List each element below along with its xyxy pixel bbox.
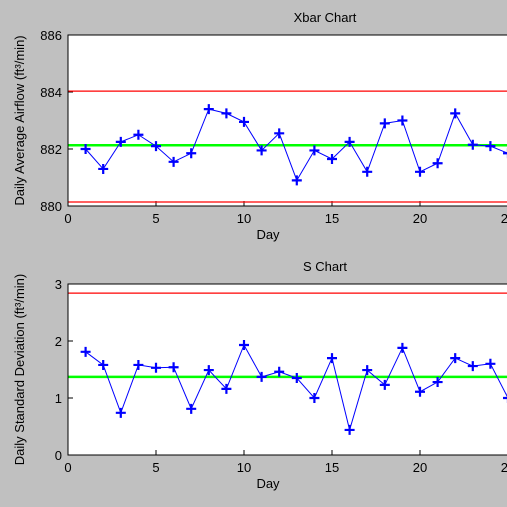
- data-marker: [221, 108, 232, 119]
- x-tick-label: 5: [152, 211, 159, 226]
- data-marker: [133, 359, 144, 370]
- chart-title: Xbar Chart: [294, 10, 357, 25]
- y-tick-label: 882: [40, 142, 62, 157]
- data-marker: [415, 166, 425, 177]
- x-tick-label: 10: [237, 460, 251, 475]
- data-marker: [344, 136, 355, 147]
- data-marker: [379, 379, 390, 390]
- axes-background: [68, 35, 507, 206]
- data-marker: [485, 358, 496, 369]
- data-marker: [203, 365, 214, 376]
- data-marker: [467, 139, 478, 150]
- data-marker: [274, 366, 285, 377]
- x-axis-label: Day: [256, 476, 280, 491]
- data-marker: [274, 128, 285, 139]
- x-tick-label: 10: [237, 211, 251, 226]
- data-marker: [221, 383, 232, 394]
- x-tick-label: 20: [413, 211, 427, 226]
- data-marker: [485, 141, 496, 152]
- x-tick-label: 0: [64, 211, 71, 226]
- data-marker: [503, 393, 507, 403]
- data-marker: [115, 407, 126, 418]
- x-tick-label: 20: [413, 460, 427, 475]
- data-marker: [291, 175, 302, 186]
- data-marker: [309, 145, 320, 156]
- data-marker: [256, 371, 267, 382]
- data-marker: [151, 362, 161, 373]
- y-tick-label: 2: [55, 334, 62, 349]
- data-marker: [98, 163, 109, 174]
- y-tick-label: 1: [55, 391, 62, 406]
- data-marker: [432, 377, 443, 388]
- y-tick-label: 3: [55, 277, 62, 292]
- data-marker: [379, 118, 390, 129]
- axes-frame: [67, 283, 507, 456]
- chart-title: S Chart: [303, 259, 347, 274]
- data-marker: [397, 342, 408, 353]
- x-tick-label: 5: [152, 460, 159, 475]
- data-marker: [239, 116, 249, 127]
- data-marker: [151, 141, 161, 152]
- y-tick-label: 880: [40, 199, 62, 214]
- data-marker: [327, 153, 337, 164]
- axes-frame: [67, 34, 507, 207]
- data-marker: [80, 346, 91, 357]
- data-marker: [327, 353, 337, 364]
- y-tick-label: 886: [40, 28, 62, 43]
- data-marker: [115, 136, 126, 147]
- x-tick-label: 25: [501, 460, 507, 475]
- data-marker: [432, 158, 443, 169]
- data-marker: [168, 156, 179, 167]
- data-marker: [415, 386, 425, 397]
- x-tick-label: 0: [64, 460, 71, 475]
- x-tick-label: 15: [325, 460, 339, 475]
- y-axis-label: Daily Standard Deviation (ft³/min): [12, 274, 27, 465]
- data-marker: [503, 148, 507, 159]
- x-tick-label: 15: [325, 211, 339, 226]
- data-marker: [344, 424, 355, 435]
- y-axis-label: Daily Average Airflow (ft³/min): [12, 35, 27, 205]
- data-marker: [98, 359, 109, 370]
- y-tick-label: 884: [40, 85, 62, 100]
- y-tick-label: 0: [55, 448, 62, 463]
- data-marker: [362, 166, 373, 177]
- data-marker: [362, 365, 373, 376]
- data-marker: [450, 108, 461, 119]
- data-marker: [256, 145, 267, 156]
- x-axis-label: Day: [256, 227, 280, 242]
- data-marker: [239, 339, 249, 350]
- data-marker: [133, 129, 144, 140]
- axes-background: [68, 284, 507, 455]
- data-marker: [309, 393, 320, 403]
- data-marker: [186, 403, 197, 414]
- data-marker: [397, 115, 408, 126]
- data-marker: [467, 361, 478, 372]
- data-marker: [450, 353, 461, 364]
- x-tick-label: 25: [501, 211, 507, 226]
- data-marker: [168, 362, 179, 373]
- data-marker: [291, 373, 302, 384]
- data-marker: [80, 144, 91, 154]
- data-marker: [186, 148, 197, 159]
- data-marker: [203, 104, 214, 115]
